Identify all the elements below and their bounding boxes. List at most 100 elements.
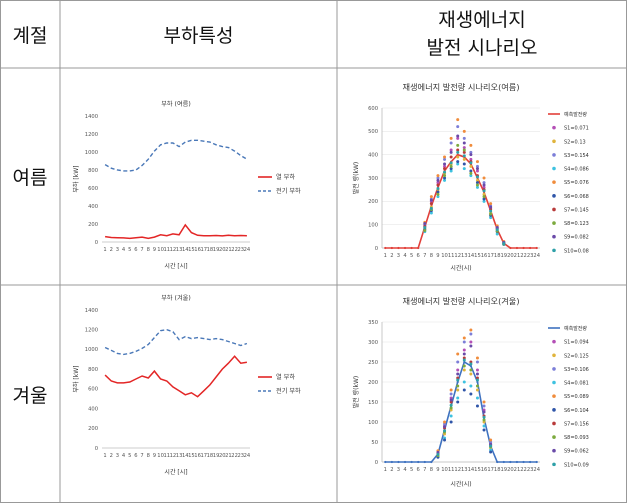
x-tick-label: 17: [200, 247, 207, 253]
x-tick-label: 18: [207, 247, 214, 253]
x-tick-label: 16: [194, 453, 201, 459]
scenario-point: [443, 425, 447, 429]
scenario-point: [462, 380, 466, 384]
scenario-point: [469, 362, 473, 366]
legend-label: 전기 부하: [276, 387, 301, 395]
scenario-point: [462, 352, 466, 356]
scenario-point: [482, 415, 486, 419]
legend-swatch: [552, 408, 556, 412]
scenario-point: [423, 225, 427, 229]
x-tick-label: 20: [507, 253, 514, 259]
x-tick-label: 2: [390, 253, 393, 259]
x-tick-label: 14: [468, 253, 475, 259]
legend-label: S7=0.156: [564, 421, 589, 427]
header-renewable-line2: 발전 시나리오: [426, 37, 538, 59]
scenario-point: [462, 129, 466, 133]
scenario-point: [462, 154, 466, 158]
x-tick-label: 18: [494, 253, 501, 259]
x-tick-label: 2: [110, 247, 113, 253]
legend-swatch: [552, 221, 556, 225]
x-tick-label: 4: [403, 467, 407, 473]
x-tick-label: 7: [423, 253, 426, 259]
x-tick-label: 17: [200, 453, 207, 459]
x-tick-label: 15: [474, 253, 481, 259]
legend-label: S8=0.093: [564, 435, 589, 441]
legend-swatch: [552, 448, 556, 453]
x-tick-label: 5: [128, 453, 131, 459]
scenario-point: [456, 125, 460, 129]
scenario-point: [436, 187, 440, 190]
x-tick-label: 21: [514, 253, 521, 259]
scenario-point: [462, 150, 466, 154]
predicted-point: [529, 246, 532, 250]
scenario-point: [443, 178, 447, 182]
scenario-point: [429, 211, 433, 215]
scenario-point: [469, 372, 473, 376]
y-tick-label: 150: [368, 400, 378, 406]
chart-title: 부하 (여름): [161, 100, 191, 108]
scenario-point: [482, 176, 486, 180]
y-tick-label: 600: [88, 186, 98, 192]
predicted-point: [476, 380, 479, 384]
legend-swatch: [552, 153, 556, 157]
y-tick-label: 200: [88, 426, 98, 432]
scenario-point: [475, 178, 479, 182]
scenario-point: [469, 153, 473, 157]
x-tick-label: 23: [527, 253, 534, 259]
y-tick-label: 0: [375, 246, 378, 252]
y-tick-label: 1000: [85, 150, 98, 156]
legend-label: S1=0.094: [564, 340, 589, 346]
scenario-point: [436, 452, 440, 456]
scenario-point: [456, 388, 460, 392]
y-tick-label: 200: [88, 222, 98, 228]
x-tick-label: 9: [436, 253, 439, 259]
scenario-point: [469, 161, 473, 165]
scenario-point: [475, 183, 479, 187]
legend-swatch: [552, 194, 556, 198]
scenario-point: [436, 181, 440, 185]
x-tick-label: 11: [163, 453, 170, 459]
scenario-point: [456, 118, 460, 122]
x-tick-label: 15: [188, 453, 195, 459]
scenario-point: [482, 428, 486, 432]
scenario-point: [469, 143, 473, 147]
x-tick-label: 4: [403, 253, 407, 259]
x-tick-label: 19: [213, 247, 220, 253]
x-tick-label: 14: [468, 467, 475, 473]
legend-swatch: [552, 125, 556, 130]
season-winter: 겨울: [12, 384, 48, 407]
scenario-point: [489, 209, 493, 213]
winter-renewable-chart: 재생에너지 발전량 시나리오(겨울) 0 50 100 150 200 250 300 350 1…: [352, 296, 589, 488]
x-tick-label: 4: [122, 453, 126, 459]
predicted-point: [410, 246, 413, 250]
legend-swatch: [552, 339, 556, 344]
scenario-point: [462, 358, 466, 362]
x-axis-label: 시간(시): [450, 264, 471, 272]
scenario-point: [469, 368, 473, 372]
legend-label: 예측발전량: [564, 111, 587, 118]
scenario-point: [443, 438, 447, 442]
y-axis-label: 발전 량(kW): [352, 162, 360, 195]
x-tick-label: 22: [520, 253, 527, 259]
scenario-point: [443, 167, 447, 171]
scenario-point: [449, 141, 453, 145]
scenario-point: [469, 174, 473, 178]
y-tick-label: 0: [375, 460, 378, 466]
scenario-point: [469, 340, 473, 344]
y-axis-label: 부하 [kW]: [72, 165, 80, 192]
scenario-point: [456, 136, 460, 140]
scenario-point: [456, 384, 460, 388]
legend-label: S2=0.125: [564, 353, 589, 359]
legend-swatch: [552, 248, 556, 253]
scenario-point: [462, 167, 466, 171]
x-tick-label: 1: [384, 253, 387, 259]
x-tick-label: 7: [423, 467, 426, 473]
predicted-point: [522, 460, 525, 464]
scenario-point: [482, 181, 486, 185]
scenario-point: [443, 420, 447, 424]
scenario-point: [475, 384, 479, 388]
y-tick-label: 600: [88, 387, 98, 393]
y-tick-label: 400: [368, 152, 378, 158]
legend-swatch: [552, 380, 556, 385]
